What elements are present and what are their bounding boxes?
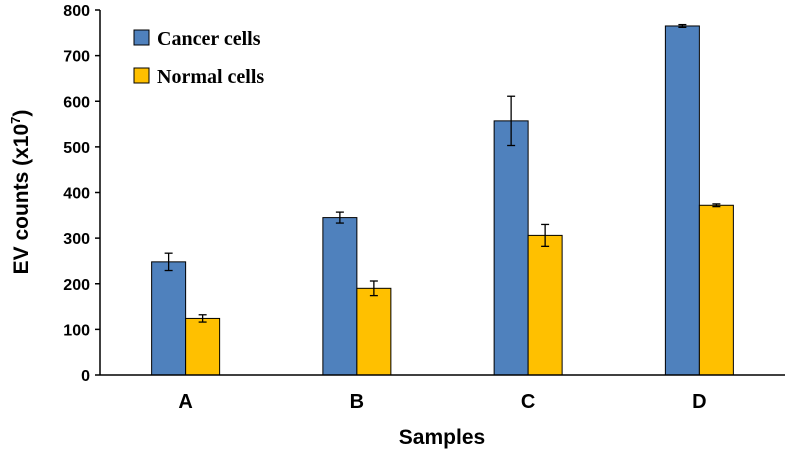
y-axis-title: EV counts (x107) (8, 110, 33, 275)
y-tick-label: 800 (63, 3, 90, 20)
bar-normal-D (698, 204, 734, 376)
bar-normal-C (527, 234, 563, 376)
bar-cancer-C (493, 120, 529, 376)
bar-normal-B (356, 287, 392, 376)
x-axis-title: Samples (399, 426, 485, 449)
y-axis-title-close: ) (10, 110, 33, 117)
y-tick-label: 500 (63, 140, 90, 157)
x-tick-label-D: D (692, 391, 706, 413)
bar-cancer-B (322, 217, 358, 376)
legend: Cancer cells Normal cells (133, 28, 264, 88)
legend-swatch-cancer (133, 29, 150, 46)
x-tick-label-A: A (178, 391, 192, 413)
legend-label-normal: Normal cells (157, 66, 264, 88)
legend-swatch-normal (133, 67, 150, 84)
bar-cancer-A (151, 261, 187, 376)
y-axis-title-exponent: 7 (8, 117, 23, 124)
y-tick-label: 100 (63, 322, 90, 339)
bar-cancer-D (664, 25, 700, 376)
y-tick-label: 700 (63, 49, 90, 66)
x-tick-label-C: C (521, 391, 535, 413)
y-axis-ticks: 0 100 200 300 400 500 600 700 800 (63, 3, 100, 385)
y-axis-title-main: EV counts (x10 (10, 124, 33, 275)
y-tick-label: 200 (63, 277, 90, 294)
x-axis-ticks: A B C D (178, 391, 706, 413)
bar-normal-A (185, 317, 221, 376)
x-tick-label-B: B (350, 391, 364, 413)
error-bars (164, 23, 721, 323)
y-tick-label: 400 (63, 186, 90, 203)
y-tick-label: 600 (63, 94, 90, 111)
y-tick-label: 300 (63, 231, 90, 248)
legend-label-cancer: Cancer cells (157, 28, 261, 50)
y-tick-label: 0 (81, 368, 90, 385)
